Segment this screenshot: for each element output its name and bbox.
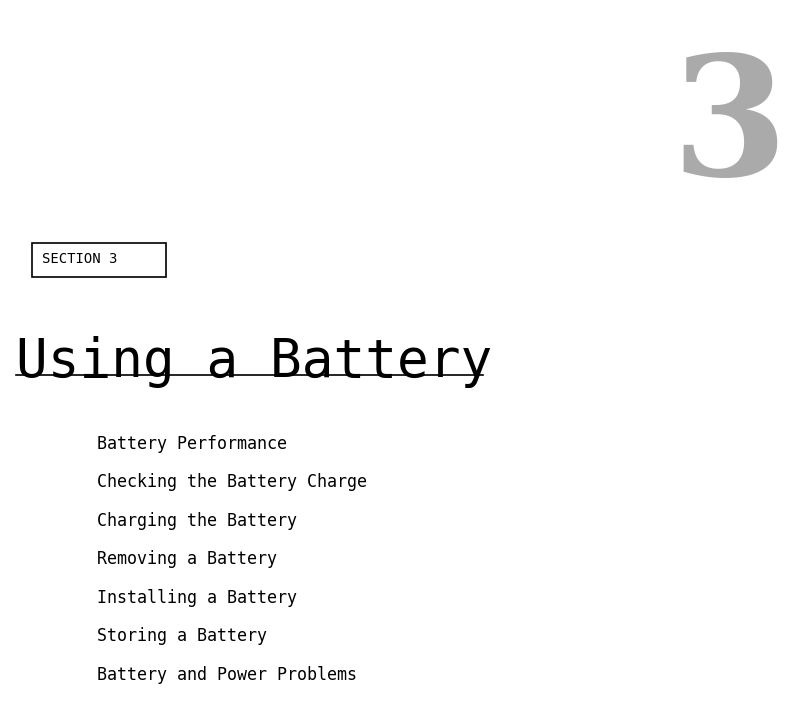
Text: Charging the Battery: Charging the Battery <box>97 512 297 530</box>
Text: Using a Battery: Using a Battery <box>16 336 492 388</box>
Text: Battery and Power Problems: Battery and Power Problems <box>97 666 357 684</box>
Text: Storing a Battery: Storing a Battery <box>97 627 267 646</box>
Text: Removing a Battery: Removing a Battery <box>97 550 277 569</box>
Text: Checking the Battery Charge: Checking the Battery Charge <box>97 473 367 491</box>
Text: SECTION 3: SECTION 3 <box>42 252 118 266</box>
Text: Installing a Battery: Installing a Battery <box>97 589 297 607</box>
Text: 3: 3 <box>671 49 787 211</box>
Text: Battery Performance: Battery Performance <box>97 435 287 453</box>
